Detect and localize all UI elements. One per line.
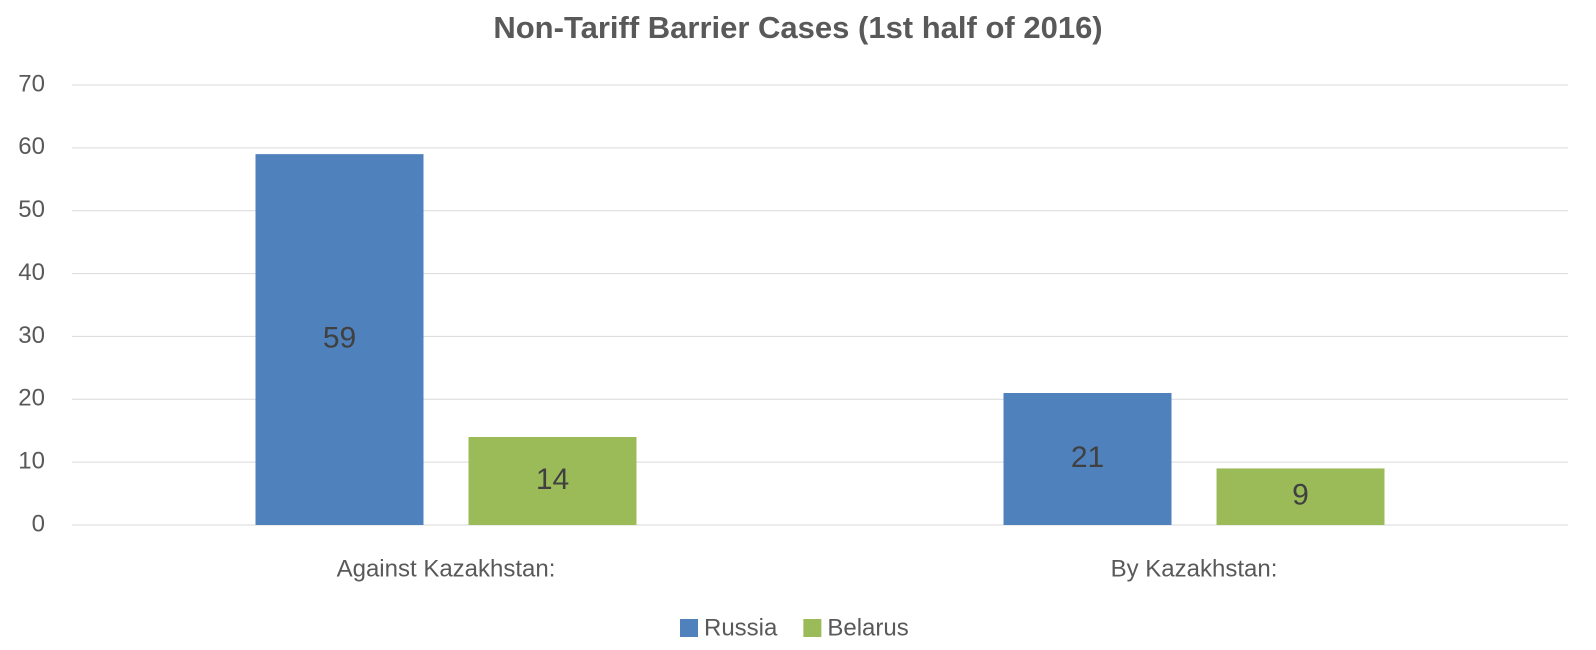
data-label: 21 [1071,441,1104,474]
y-tick-label: 40 [18,259,45,286]
y-tick-label: 50 [18,196,45,223]
y-tick-label: 70 [18,70,45,97]
legend-label: Russia [704,614,778,641]
bar [1216,468,1385,525]
y-tick-label: 60 [18,133,45,160]
y-tick-label: 20 [18,385,45,412]
legend-swatch [680,619,698,637]
data-label: 59 [323,321,356,354]
data-label: 9 [1292,479,1309,512]
y-tick-label: 0 [32,510,45,537]
y-tick-label: 10 [18,447,45,474]
legend-label: Belarus [827,614,908,641]
chart-title: Non-Tariff Barrier Cases (1st half of 20… [493,10,1102,45]
x-tick-label: Against Kazakhstan: [337,555,556,582]
y-tick-label: 30 [18,322,45,349]
bar [255,154,424,525]
data-label: 14 [536,463,569,496]
legend-swatch [803,619,822,637]
x-tick-label: By Kazakhstan: [1111,555,1278,582]
bar [468,437,637,525]
bar [1003,393,1172,525]
